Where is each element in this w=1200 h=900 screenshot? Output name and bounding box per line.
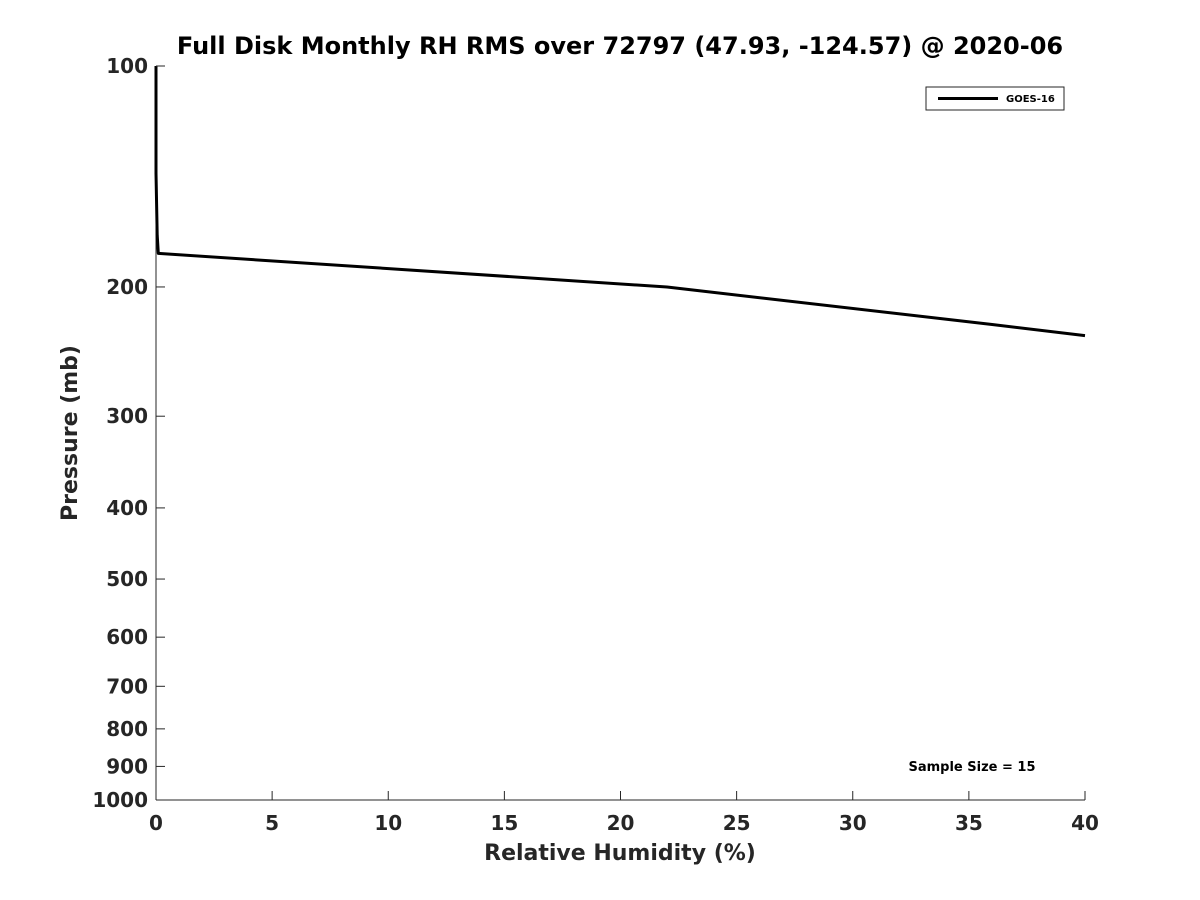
y-tick-label: 100 <box>106 54 148 78</box>
y-tick-label: 600 <box>106 625 148 649</box>
x-tick-label: 15 <box>490 811 518 835</box>
y-tick-label: 400 <box>106 496 148 520</box>
x-tick-label: 20 <box>607 811 635 835</box>
legend: GOES-16 <box>925 86 1065 111</box>
y-tick-label: 300 <box>106 404 148 428</box>
series-line-goes-16 <box>154 66 1086 338</box>
x-axis-label: Relative Humidity (%) <box>484 841 756 866</box>
plot-area <box>155 66 1085 801</box>
legend-label: GOES-16 <box>1006 94 1055 105</box>
x-tick-label: 5 <box>265 811 279 835</box>
x-tick-label: 35 <box>955 811 983 835</box>
chart-title: Full Disk Monthly RH RMS over 72797 (47.… <box>177 32 1063 60</box>
y-tick-label: 900 <box>106 754 148 778</box>
series-layer <box>154 66 1086 338</box>
x-tick-label: 10 <box>374 811 402 835</box>
y-tick-label: 800 <box>106 717 148 741</box>
y-axis-label: Pressure (mb) <box>58 345 83 521</box>
x-axis: 0 5 10 15 20 25 30 35 40 <box>149 791 1099 835</box>
y-tick-label: 1000 <box>92 788 148 812</box>
x-tick-label: 40 <box>1071 811 1099 835</box>
x-tick-label: 25 <box>723 811 751 835</box>
x-tick-label: 0 <box>149 811 163 835</box>
y-tick-label: 200 <box>106 275 148 299</box>
sample-size-annotation: Sample Size = 15 <box>908 760 1035 775</box>
y-tick-label: 700 <box>106 674 148 698</box>
y-axis: 100 200 300 400 500 600 700 800 900 1000 <box>92 54 165 812</box>
y-tick-label: 500 <box>106 567 148 591</box>
x-tick-label: 30 <box>839 811 867 835</box>
